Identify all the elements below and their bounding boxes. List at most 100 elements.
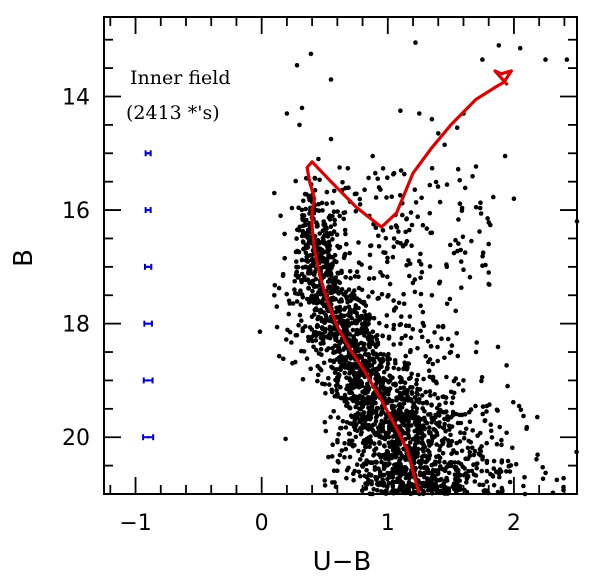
star-point — [444, 374, 449, 380]
star-point — [380, 422, 386, 427]
star-point — [443, 428, 448, 434]
star-point — [343, 231, 348, 237]
star-point — [348, 340, 354, 345]
star-point — [362, 333, 367, 338]
star-point — [424, 476, 430, 481]
star-point — [427, 374, 433, 380]
star-point — [456, 241, 461, 246]
star-point — [491, 194, 496, 200]
star-point — [436, 131, 441, 136]
star-point — [418, 291, 424, 297]
star-point — [452, 486, 457, 492]
star-point — [282, 231, 287, 237]
star-point — [328, 297, 334, 303]
star-point — [444, 475, 449, 481]
star-point — [357, 196, 363, 202]
star-point — [484, 458, 490, 464]
star-point — [440, 441, 446, 447]
star-point — [440, 450, 446, 456]
star-point — [394, 454, 399, 459]
star-point — [410, 327, 416, 332]
star-point — [405, 431, 410, 436]
star-point — [472, 479, 478, 484]
star-point — [316, 314, 321, 320]
star-point — [321, 360, 327, 366]
star-point — [306, 195, 312, 201]
star-point — [407, 440, 413, 445]
star-point — [297, 122, 302, 128]
star-point — [322, 478, 328, 483]
star-point — [427, 389, 433, 394]
star-point — [341, 216, 347, 222]
star-point — [349, 321, 355, 326]
star-point — [424, 400, 430, 406]
star-point — [540, 465, 545, 470]
star-point — [343, 425, 349, 430]
star-point — [315, 363, 321, 369]
star-point — [329, 454, 335, 459]
star-point — [540, 476, 546, 482]
star-point — [349, 414, 355, 420]
star-point — [422, 433, 427, 438]
star-point — [374, 413, 380, 419]
star-point — [441, 484, 447, 490]
star-point — [384, 323, 389, 329]
star-point — [366, 352, 372, 358]
star-point — [423, 454, 429, 459]
star-point — [434, 421, 439, 426]
star-point — [479, 444, 484, 449]
star-point — [403, 333, 408, 339]
star-point — [504, 469, 509, 474]
star-point — [337, 165, 342, 170]
star-point — [299, 279, 304, 285]
star-point — [316, 201, 321, 207]
star-point — [340, 418, 346, 424]
star-point — [399, 471, 404, 476]
star-point — [495, 344, 501, 350]
star-point — [379, 410, 385, 415]
star-point — [456, 382, 461, 387]
star-point — [383, 461, 388, 467]
star-point — [462, 185, 468, 191]
star-point — [435, 395, 441, 401]
star-point — [318, 291, 324, 297]
star-point — [381, 369, 387, 375]
star-point — [408, 397, 414, 403]
star-point — [463, 456, 468, 462]
star-point — [356, 328, 361, 334]
star-point — [329, 364, 334, 370]
star-point — [331, 209, 337, 214]
star-point — [459, 205, 465, 211]
star-point — [394, 224, 400, 230]
star-point — [386, 292, 391, 298]
star-point — [332, 222, 338, 227]
star-point — [427, 430, 432, 436]
star-point — [398, 393, 404, 398]
star-point — [350, 327, 356, 333]
star-point — [426, 440, 432, 446]
star-point — [479, 468, 485, 474]
star-point — [315, 372, 321, 378]
star-point — [350, 380, 355, 386]
star-point — [448, 389, 454, 395]
star-point — [347, 269, 353, 274]
star-point — [488, 428, 494, 434]
star-point — [272, 190, 277, 196]
star-point — [407, 261, 413, 267]
star-point — [420, 222, 426, 228]
star-point — [484, 468, 490, 474]
star-point — [424, 465, 430, 470]
star-point — [449, 343, 455, 348]
star-point — [292, 279, 298, 284]
star-point — [434, 442, 440, 447]
star-point — [353, 208, 359, 214]
star-point — [400, 244, 406, 249]
star-point — [385, 255, 390, 261]
star-point — [284, 291, 290, 297]
star-point — [441, 394, 447, 400]
star-point — [334, 387, 339, 393]
star-point — [316, 330, 322, 336]
star-point — [318, 307, 324, 313]
star-point — [329, 387, 335, 393]
star-point — [295, 264, 301, 270]
